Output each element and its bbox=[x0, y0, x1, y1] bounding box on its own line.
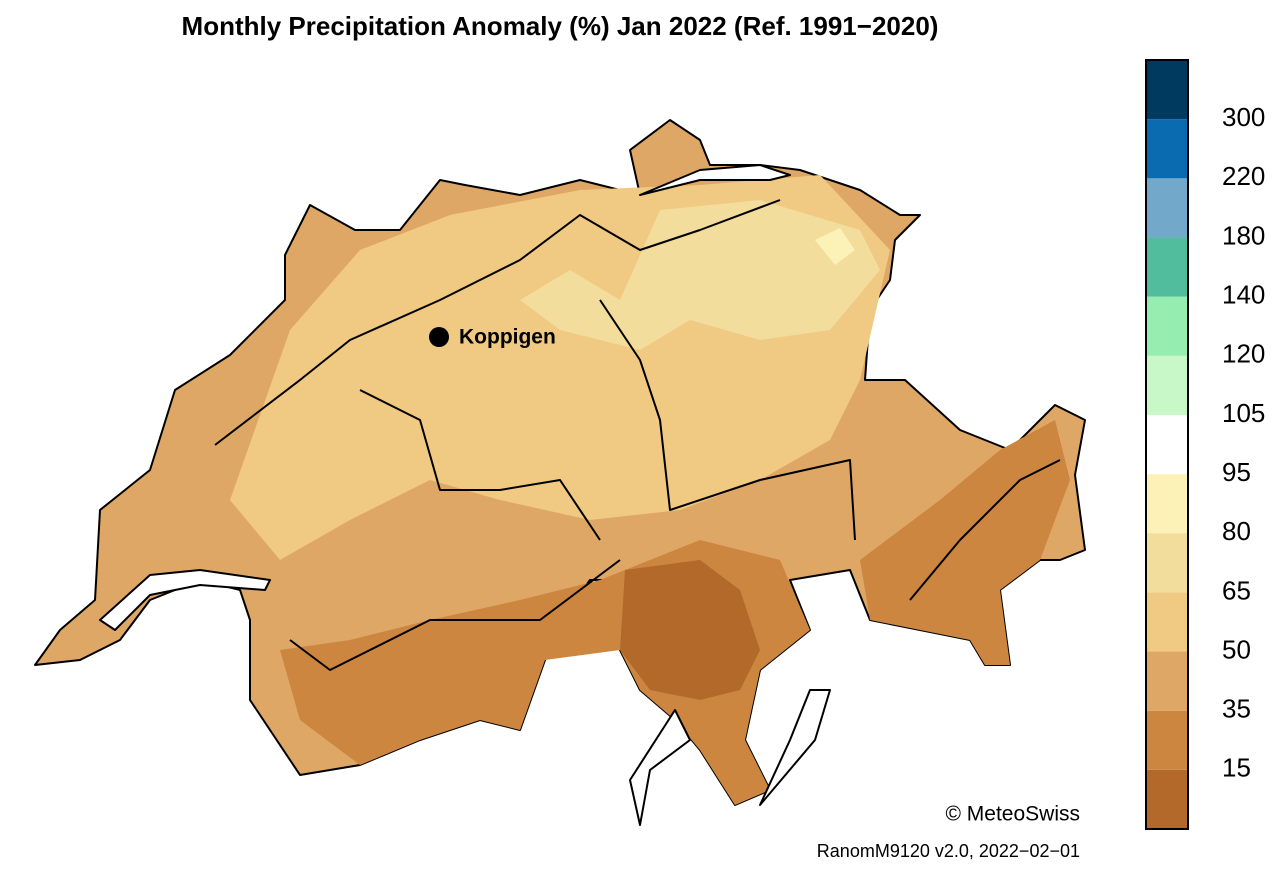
colorbar-band bbox=[1146, 296, 1188, 356]
region-light bbox=[520, 200, 880, 350]
colorbar: 15 35 50 65 80 95 105 120 140 180 220 300 bbox=[1145, 59, 1265, 830]
colorbar-band bbox=[1146, 592, 1188, 652]
colorbar-label: 95 bbox=[1222, 457, 1251, 487]
colorbar-label: 65 bbox=[1222, 575, 1251, 605]
lake bbox=[629, 689, 831, 826]
colorbar-band bbox=[1146, 710, 1188, 770]
region-darkest bbox=[620, 560, 760, 700]
colorbar-band bbox=[1146, 414, 1188, 475]
colorbar-label: 50 bbox=[1222, 634, 1251, 664]
lake bbox=[99, 569, 271, 631]
colorbar-band bbox=[1146, 60, 1188, 120]
colorbar-label: 80 bbox=[1222, 516, 1251, 546]
map: Koppigen bbox=[34, 119, 1086, 826]
credit: © MeteoSwiss bbox=[945, 803, 1080, 826]
region-lightest bbox=[815, 228, 855, 265]
colorbar-band bbox=[1146, 237, 1188, 297]
colorbar-label: 35 bbox=[1222, 694, 1251, 724]
colorbar-band bbox=[1146, 651, 1188, 711]
colorbar-band bbox=[1146, 119, 1188, 179]
colorbar-band bbox=[1146, 355, 1188, 415]
place-label: Koppigen bbox=[459, 326, 556, 349]
colorbar-label: 120 bbox=[1222, 339, 1265, 369]
colorbar-label: 140 bbox=[1222, 279, 1265, 309]
colorbar-band bbox=[1146, 178, 1188, 238]
colorbar-label: 180 bbox=[1222, 220, 1265, 250]
place-marker bbox=[429, 327, 449, 347]
colorbar-band bbox=[1146, 533, 1188, 593]
colorbar-band bbox=[1146, 769, 1188, 829]
colorbar-frame bbox=[1145, 59, 1189, 830]
colorbar-label: 105 bbox=[1222, 398, 1265, 428]
colorbar-label: 220 bbox=[1222, 161, 1265, 191]
colorbar-label: 15 bbox=[1222, 753, 1251, 783]
lake bbox=[639, 164, 791, 196]
colorbar-band bbox=[1146, 474, 1188, 534]
border-lines bbox=[214, 199, 1061, 671]
footer: RanomM9120 v2.0, 2022−02−01 bbox=[817, 841, 1080, 861]
colorbar-label: 300 bbox=[1222, 102, 1265, 132]
title: Monthly Precipitation Anomaly (%) Jan 20… bbox=[182, 11, 939, 41]
